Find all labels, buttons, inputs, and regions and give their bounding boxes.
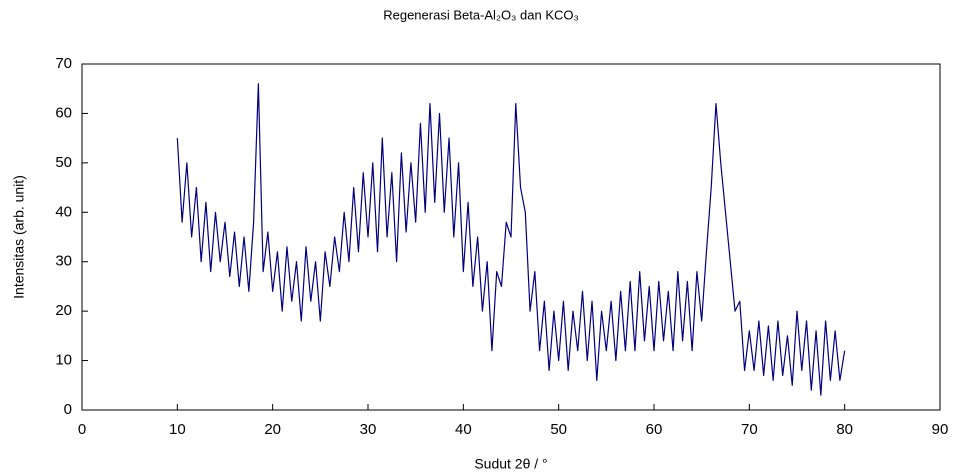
y-tick-label: 70 bbox=[55, 55, 72, 72]
x-tick-label: 70 bbox=[741, 421, 758, 438]
y-tick-label: 60 bbox=[55, 104, 72, 121]
y-tick-label: 0 bbox=[64, 401, 72, 418]
x-tick-label: 50 bbox=[550, 421, 567, 438]
y-tick-label: 10 bbox=[55, 352, 72, 369]
x-axis-label: Sudut 2θ / ° bbox=[474, 456, 547, 472]
x-tick-label: 20 bbox=[264, 421, 281, 438]
plot-frame bbox=[81, 63, 941, 411]
y-tick-label: 30 bbox=[55, 253, 72, 270]
x-tick-label: 30 bbox=[360, 421, 377, 438]
x-tick-label: 10 bbox=[169, 421, 186, 438]
chart-title: Regenerasi Beta-Al₂O₃ dan KCO₃ bbox=[383, 7, 579, 22]
x-tick-label: 0 bbox=[78, 421, 86, 438]
x-tick-label: 80 bbox=[836, 421, 853, 438]
x-tick-label: 90 bbox=[932, 421, 949, 438]
y-tick-label: 20 bbox=[55, 302, 72, 319]
y-axis-label: Intensitas (arb. unit) bbox=[11, 175, 27, 299]
x-tick-label: 40 bbox=[455, 421, 472, 438]
y-tick-label: 40 bbox=[55, 203, 72, 220]
y-tick-label: 50 bbox=[55, 154, 72, 171]
x-tick-label: 60 bbox=[646, 421, 663, 438]
data-line bbox=[176, 83, 846, 396]
